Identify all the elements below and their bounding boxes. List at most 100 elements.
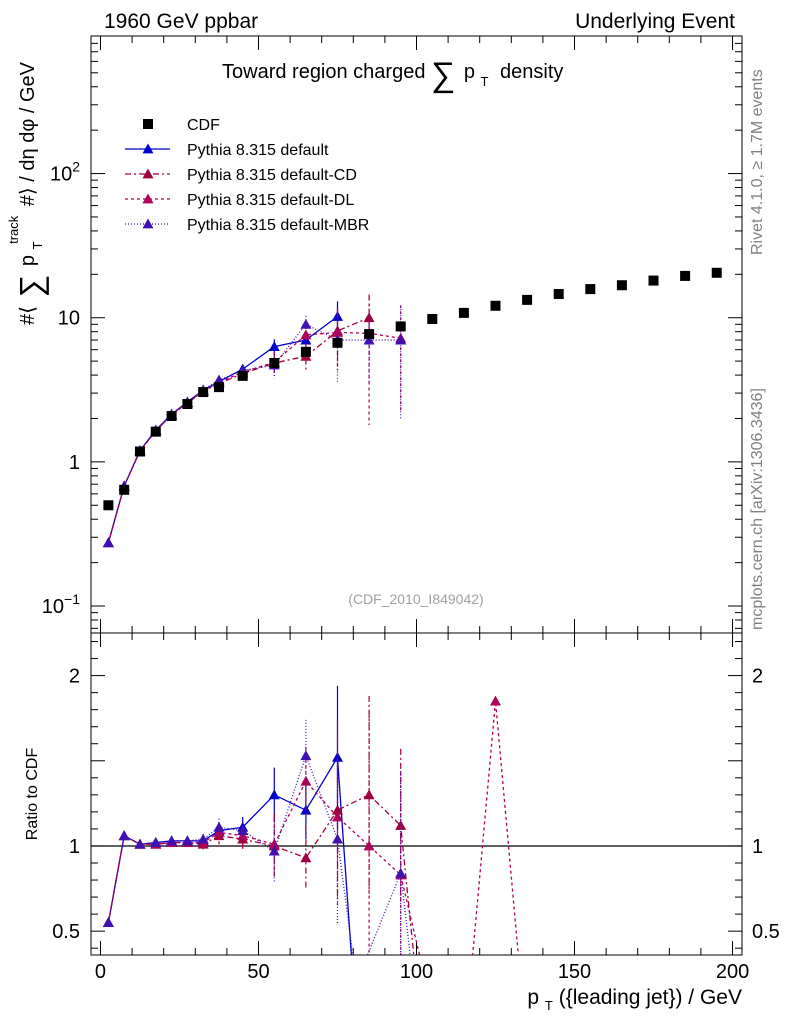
ratio-marker (166, 835, 178, 846)
header-right-label: Underlying Event (575, 10, 735, 33)
data-marker (616, 280, 627, 291)
series-marker (363, 334, 375, 345)
data-marker (269, 358, 280, 369)
legend-marker (142, 193, 154, 204)
ratio-marker (331, 811, 343, 822)
rivet-label: Rivet 4.1.0, ≥ 1.7M events (749, 69, 766, 255)
legend-label: Pythia 8.315 default-MBR (187, 217, 369, 234)
series-marker (300, 318, 312, 329)
legend-marker-data (143, 119, 153, 129)
ratio-layer (102, 685, 519, 955)
ratio-marker (300, 750, 312, 761)
header-left-label: 1960 GeV ppbar (104, 10, 258, 33)
data-marker (182, 399, 193, 410)
ratio-marker (331, 751, 343, 762)
data-marker (332, 337, 343, 348)
y-tick-base: 1 (69, 452, 80, 474)
ratio-y-tick-label-right: 2 (752, 666, 763, 688)
ratio-marker (237, 825, 249, 836)
y-tick-base: 10 (50, 164, 72, 186)
data-marker (553, 289, 564, 300)
ratio-marker (268, 838, 280, 849)
series-layer (102, 267, 722, 548)
data-marker (648, 275, 659, 286)
ratio-marker (363, 840, 375, 851)
series-marker (395, 334, 407, 345)
ratio-marker (490, 695, 502, 706)
series-marker (300, 329, 312, 340)
series-line (107, 331, 401, 543)
ratio-marker (134, 838, 146, 849)
ratio-line (107, 753, 411, 955)
y-tick-label: 1 (69, 452, 80, 474)
data-marker (364, 329, 375, 340)
data-marker (458, 307, 469, 318)
ratio-y-label: Ratio to CDF (24, 748, 41, 841)
legend-label: Pythia 8.315 default (187, 142, 329, 159)
ratio-marker (395, 820, 407, 830)
data-marker (103, 500, 114, 511)
data-marker (198, 387, 209, 398)
ratio-line (107, 701, 519, 955)
legend-label: Pythia 8.315 default-DL (187, 192, 354, 209)
data-marker (134, 446, 145, 457)
plot-title-sub: T (481, 74, 489, 89)
y-label-pre: #⟨ (17, 306, 39, 325)
legend-marker (142, 143, 154, 154)
ratio-line (107, 755, 353, 955)
series-marker (268, 341, 280, 352)
y-tick-base: 10 (58, 308, 80, 330)
data-marker (585, 284, 596, 295)
y-label-sup: track (6, 215, 21, 244)
data-marker (119, 484, 130, 495)
y-axis-label: #⟨ ∑ p T track #⟩ / dη dφ / GeV (1, 61, 49, 325)
ratio-plot-frame (90, 632, 743, 956)
ratio-marker (300, 852, 312, 863)
x-tick-label: 150 (558, 961, 591, 983)
x-tick-label: 50 (247, 961, 269, 983)
analysis-id: (CDF_2010_I849042) (348, 591, 483, 607)
ratio-y-tick-label: 0.5 (52, 921, 80, 943)
legend-label-data: CDF (187, 117, 220, 134)
ratio-y-tick-label-right: 0.5 (752, 921, 780, 943)
x-label-rest: ({leading jet}) / GeV (559, 986, 742, 1009)
plot-title-p: p (464, 61, 475, 83)
legend: CDF Pythia 8.315 default Pythia 8.315 defa… (125, 117, 369, 234)
data-marker (711, 267, 722, 278)
y-tick-label: 10−1 (42, 591, 80, 618)
ratio-marker (268, 789, 280, 800)
y-label-post: #⟩ / dη dφ / GeV (17, 61, 39, 206)
plot-title: Toward region charged ∑ p T density (222, 56, 563, 94)
ratio-marker (237, 830, 249, 841)
ratio-y-tick-label: 1 (69, 836, 80, 858)
ratio-marker (197, 833, 209, 844)
y-tick-exponent: −1 (64, 591, 80, 607)
ratio-marker (268, 845, 280, 856)
data-marker (427, 313, 438, 324)
series-marker (213, 374, 225, 385)
data-marker (300, 346, 311, 357)
legend-marker (142, 218, 154, 229)
series-line (107, 317, 370, 543)
data-marker (395, 321, 406, 332)
y-tick-label: 102 (50, 159, 80, 186)
series-marker (102, 537, 114, 548)
plot-title-sigma: ∑ (431, 56, 455, 94)
plot-title-post: density (500, 61, 563, 83)
ratio-marker (213, 826, 225, 837)
x-label-sub: T (545, 998, 553, 1013)
ratio-marker (118, 830, 130, 841)
svg-text:#⟨ ∑ p T: #⟨ ∑ p T track #⟩ / dη dφ / GeV (1, 61, 49, 325)
data-marker (522, 294, 533, 305)
data-marker (150, 426, 161, 437)
y-label-sub: T (30, 241, 45, 249)
y-tick-label: 10 (58, 308, 80, 330)
data-marker (213, 382, 224, 393)
ratio-marker (150, 837, 162, 847)
data-marker (490, 300, 501, 311)
x-label-p: p (527, 986, 539, 1009)
x-tick-label: 0 (95, 961, 106, 983)
ratio-marker (181, 835, 193, 846)
